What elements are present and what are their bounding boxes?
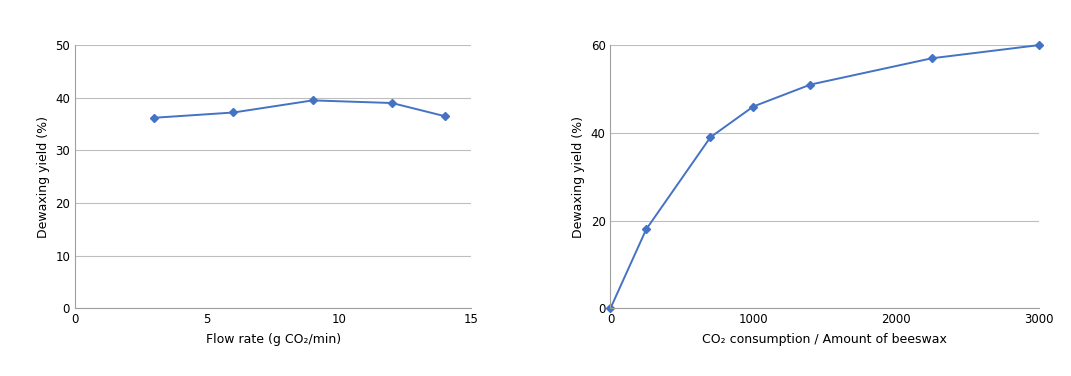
Y-axis label: Dewaxing yield (%): Dewaxing yield (%) [572,116,585,238]
X-axis label: CO₂ consumption / Amount of beeswax: CO₂ consumption / Amount of beeswax [703,333,947,346]
X-axis label: Flow rate (g CO₂/min): Flow rate (g CO₂/min) [206,333,341,346]
Y-axis label: Dewaxing yield (%): Dewaxing yield (%) [36,116,49,238]
